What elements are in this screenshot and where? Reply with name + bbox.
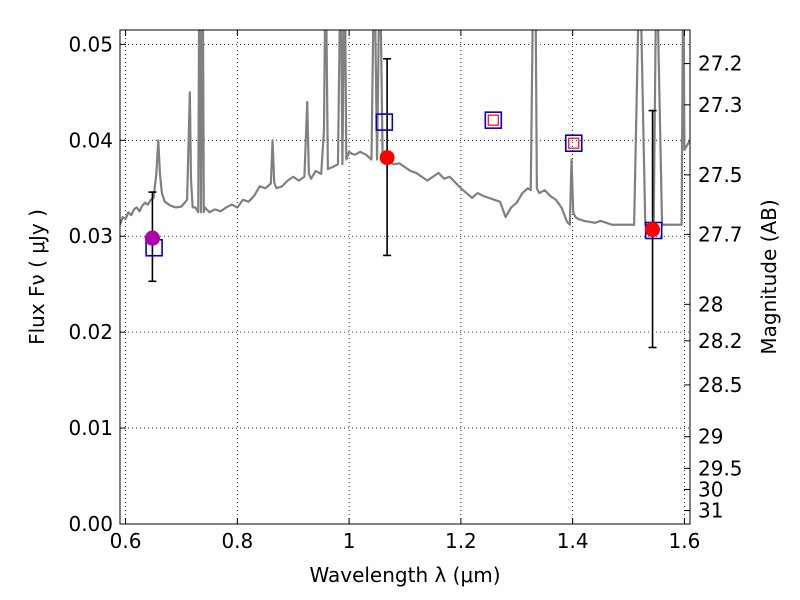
ticks-layer: 0.6 0.8 1 1.2 1.4 1.6 0.00 0.01 0.02 0.03 0.04 0.05… [68, 30, 743, 553]
model-square-marker [564, 134, 583, 152]
y2-tick-label: 27.2 [698, 52, 743, 76]
markers-layer [144, 57, 663, 349]
x-tick-label: 1.2 [445, 529, 477, 553]
plot-area [120, 30, 690, 349]
y2-tick-label: 28 [698, 292, 723, 316]
inner-square-marker [487, 114, 499, 126]
y2-tick-label: 28.2 [698, 329, 743, 353]
y-tick-label: 0.04 [68, 128, 113, 152]
y2-tick-label: 30 [698, 477, 723, 501]
y2-tick-label: 27.3 [698, 93, 743, 117]
y-tick-label: 0.03 [68, 224, 113, 248]
model-spectrum-line [120, 30, 690, 226]
x-tick-label: 1.4 [557, 529, 589, 553]
measured-point [645, 222, 661, 238]
y-tick-label: 0.05 [68, 32, 113, 56]
y-tick-label: 0.02 [68, 320, 113, 344]
y2-axis-title: Magnitude (AB) [757, 199, 781, 354]
y-axis-title: Flux Fν ( μJy ) [25, 209, 49, 345]
x-tick-label: 1 [343, 529, 356, 553]
y2-tick-label: 29.5 [698, 456, 743, 480]
y2-tick-label: 27.5 [698, 163, 743, 187]
model-square-marker [375, 113, 394, 131]
y-tick-label: 0.00 [68, 512, 113, 536]
y2-tick-label: 29 [698, 425, 723, 449]
y2-tick-label: 28.5 [698, 373, 743, 397]
x-tick-label: 0.6 [110, 529, 142, 553]
plot-frame [119, 29, 691, 525]
measured-point [379, 150, 395, 166]
overlap-point [144, 230, 160, 246]
y2-tick-label: 31 [698, 499, 723, 523]
x-axis-title: Wavelength λ (μm) [309, 563, 500, 587]
inner-square-marker [568, 137, 580, 149]
x-tick-label: 1.6 [669, 529, 701, 553]
model-square-marker [484, 111, 503, 129]
y-tick-label: 0.01 [68, 416, 113, 440]
y2-tick-label: 27.7 [698, 222, 743, 246]
grid-layer [120, 30, 690, 524]
x-tick-label: 0.8 [221, 529, 253, 553]
